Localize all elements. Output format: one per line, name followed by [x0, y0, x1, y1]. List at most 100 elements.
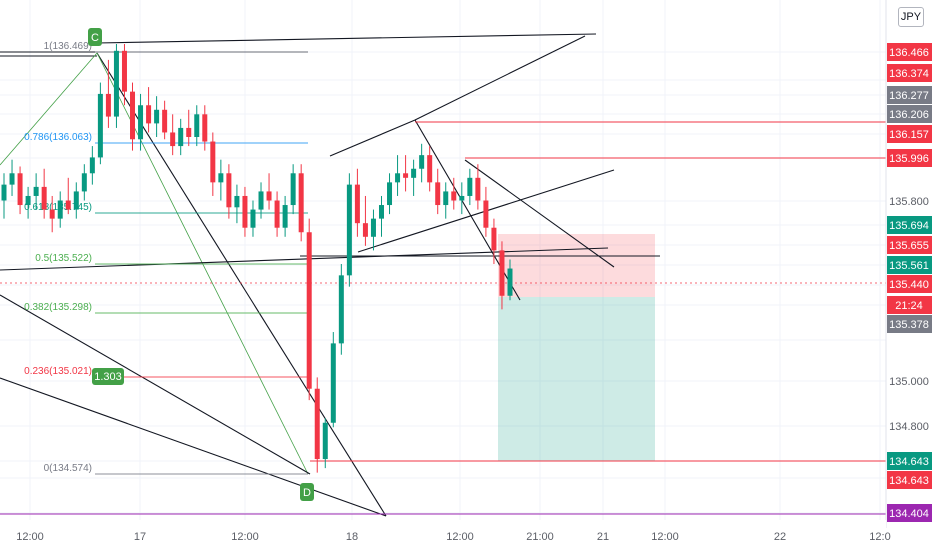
candle-body — [362, 223, 368, 237]
price-tag — [887, 149, 932, 167]
candle-body — [427, 155, 433, 183]
trend-line — [0, 294, 311, 475]
price-tag — [887, 64, 932, 82]
time-axis-tick: 12:00 — [16, 531, 44, 543]
price-tag-label: 135.440 — [889, 279, 929, 291]
candle-body — [218, 173, 224, 183]
price-axis[interactable]: 136.466 136.374 136.277 136.206 136.157 135.9… — [885, 0, 932, 550]
candle-body — [435, 182, 441, 206]
time-axis-tick: 12:00 — [651, 531, 679, 543]
price-tag — [887, 504, 932, 522]
candle-body — [1, 184, 7, 201]
price-axis-tick: 134.800 — [889, 421, 929, 433]
candle-body — [97, 93, 103, 158]
fib-level-label: 0.5(135.522) — [35, 253, 92, 264]
price-tag — [887, 216, 932, 234]
price-tag-label: 136.157 — [889, 129, 929, 141]
trend-line — [414, 35, 586, 121]
fib-level-label: 0(134.574) — [44, 463, 92, 474]
price-tag — [887, 43, 932, 61]
candle-body — [9, 173, 15, 185]
price-tag-label: 135.996 — [889, 153, 929, 165]
price-tag-label: 136.466 — [889, 47, 929, 59]
candle-body — [290, 173, 296, 206]
candle-body — [65, 200, 71, 210]
price-tag-label: 136.206 — [889, 109, 929, 121]
time-axis-tick: 21:00 — [526, 531, 554, 543]
candle-body — [378, 205, 384, 219]
pattern-point-badge — [300, 483, 314, 501]
trend-line — [96, 52, 387, 517]
candle-body — [89, 157, 95, 174]
price-tag — [887, 275, 932, 293]
fibonacci-retracement[interactable]: 1(136.469)0.786(136.063)0.618(135.745)0.… — [24, 41, 308, 475]
price-tag — [887, 471, 932, 489]
time-axis-tick: 12:00 — [446, 531, 474, 543]
candle-body — [25, 195, 31, 206]
price-tag — [887, 236, 932, 254]
candle-body — [242, 195, 248, 228]
candle-body — [314, 388, 320, 460]
pattern-point-badge — [88, 28, 102, 46]
candle-body — [419, 155, 425, 169]
candle-body — [226, 173, 232, 208]
candle-body — [49, 209, 55, 219]
trend-line — [0, 377, 387, 517]
candle-body — [403, 173, 409, 178]
candle-body — [81, 173, 87, 192]
price-tag-label: 134.643 — [889, 456, 929, 468]
price-tag — [887, 105, 932, 123]
trend-line — [0, 247, 609, 271]
candle-body — [33, 186, 39, 196]
position-tool[interactable] — [498, 234, 655, 461]
candle-body — [194, 114, 200, 137]
pattern-badges[interactable]: C D 1.303 — [88, 28, 314, 501]
price-tag — [887, 296, 932, 314]
candle-body — [354, 184, 360, 224]
candle-body — [274, 200, 280, 228]
candle-body — [491, 227, 497, 251]
candle-body — [154, 109, 160, 124]
ratio-badge-label: 1.303 — [94, 371, 122, 383]
candle-body — [507, 268, 513, 296]
candle-body — [330, 343, 336, 423]
pattern-point-label: C — [91, 32, 99, 44]
price-tag-label: 135.378 — [889, 319, 929, 331]
price-tag — [887, 315, 932, 333]
trend-line — [96, 33, 597, 44]
candle-body — [105, 93, 111, 117]
time-axis-tick: 22 — [774, 531, 786, 543]
price-tag — [887, 256, 932, 274]
currency-label[interactable]: JPY — [898, 7, 924, 27]
pattern-point-label: D — [303, 487, 311, 499]
candle-body — [387, 182, 393, 206]
candle-body — [121, 50, 127, 92]
price-tag — [887, 86, 932, 104]
candle-body — [475, 177, 481, 201]
candle-body — [266, 191, 272, 201]
price-tag-label: 136.374 — [889, 68, 929, 80]
candle-body — [395, 173, 401, 183]
candle-body — [459, 195, 465, 201]
candle-body — [202, 114, 208, 142]
price-tag — [887, 452, 932, 470]
price-tag-label: 135.655 — [889, 240, 929, 252]
price-axis-tick: 135.800 — [889, 196, 929, 208]
price-tag-label: 136.277 — [889, 90, 929, 102]
fib-level-label: 0.786(136.063) — [24, 132, 92, 143]
time-axis[interactable]: 12:00 17 12:00 18 12:00 21:00 21 12:00 22 12:0 — [0, 520, 891, 550]
candle-body — [138, 105, 144, 140]
candle-body — [234, 195, 240, 208]
price-axis-tick: 135.000 — [889, 376, 929, 388]
fib-level-label: 1(136.469) — [44, 41, 92, 52]
price-tag — [887, 125, 932, 143]
time-axis-tick: 17 — [134, 531, 146, 543]
stop-loss-zone — [498, 234, 655, 297]
take-profit-zone — [498, 297, 655, 461]
price-tag-label: 135.694 — [889, 220, 929, 232]
candle-body — [306, 232, 312, 389]
candle-body — [186, 127, 192, 137]
candle-body — [483, 200, 489, 228]
ratio-badge — [92, 368, 124, 385]
